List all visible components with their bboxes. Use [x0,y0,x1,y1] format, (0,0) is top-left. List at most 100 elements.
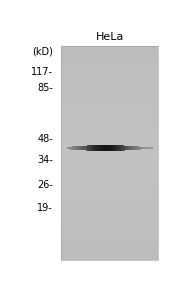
Bar [61,233,158,234]
Bar [61,243,158,244]
Bar [75,146,76,150]
Bar [61,50,158,52]
Bar [61,65,158,67]
Bar [61,113,158,115]
Bar [61,237,158,239]
Bar [61,100,158,101]
Bar [61,185,158,186]
Bar [61,103,158,104]
Bar [88,146,89,151]
Bar [100,145,101,152]
Bar [89,145,90,151]
Bar [135,146,136,150]
Bar [70,147,71,149]
Bar [61,188,158,190]
Bar [61,130,158,132]
Bar [61,181,158,182]
Bar [61,134,158,135]
Bar [61,54,158,55]
Bar [61,112,158,114]
Bar [144,147,145,149]
Bar [84,146,85,150]
Bar [74,146,75,150]
Bar [61,201,158,202]
Bar [61,163,158,164]
Bar [109,145,110,152]
Bar [61,67,158,68]
Bar [61,213,158,214]
Bar [138,146,139,150]
Bar [109,145,110,152]
Bar [61,106,158,107]
Bar [61,187,158,188]
Bar [61,182,158,183]
Bar [91,145,92,151]
Bar [61,139,158,140]
Bar [61,115,158,116]
Bar [133,146,134,150]
Bar [61,160,158,162]
Bar [61,178,158,180]
Bar [112,145,113,152]
Bar [68,147,69,149]
Bar [99,145,100,152]
Bar [61,70,158,71]
Bar [84,146,85,150]
Bar [82,146,83,150]
Bar [61,89,158,90]
Bar [94,145,95,151]
Bar [76,146,77,150]
Bar [61,75,158,76]
Bar [61,102,158,103]
Bar [122,146,123,151]
Bar [102,145,103,152]
Bar [61,123,158,124]
Bar [134,146,135,150]
Bar [61,56,158,57]
Bar [105,145,106,152]
Bar [145,147,146,149]
Bar [118,145,119,151]
Bar [61,189,158,190]
Bar [61,90,158,91]
Bar [61,186,158,188]
Bar [144,147,145,149]
Bar [61,98,158,100]
Bar [96,145,97,151]
Bar [61,125,158,127]
Bar [67,147,68,149]
Bar [97,145,98,151]
Bar [61,110,158,112]
Bar [61,153,158,154]
Bar [98,145,99,151]
Bar [61,208,158,210]
Bar [104,145,105,152]
Bar [61,109,158,110]
Bar [141,147,142,149]
Bar [61,128,158,130]
Bar [61,259,158,260]
Bar [61,191,158,193]
Bar [120,145,121,151]
Bar [148,147,149,149]
Bar [61,226,158,227]
Bar [61,222,158,224]
Bar [61,118,158,119]
Bar [83,146,84,150]
Bar [61,85,158,86]
Bar [61,220,158,222]
Bar [101,145,102,152]
Bar [61,73,158,74]
Bar [61,61,158,62]
Bar [74,146,75,150]
Bar [61,84,158,85]
Bar [61,47,158,49]
Bar [61,122,158,123]
Bar [143,147,144,149]
Bar [61,230,158,231]
Bar [61,74,158,75]
Bar [110,145,111,152]
Text: (kD): (kD) [32,46,53,56]
Bar [61,236,158,238]
Bar [124,146,125,151]
